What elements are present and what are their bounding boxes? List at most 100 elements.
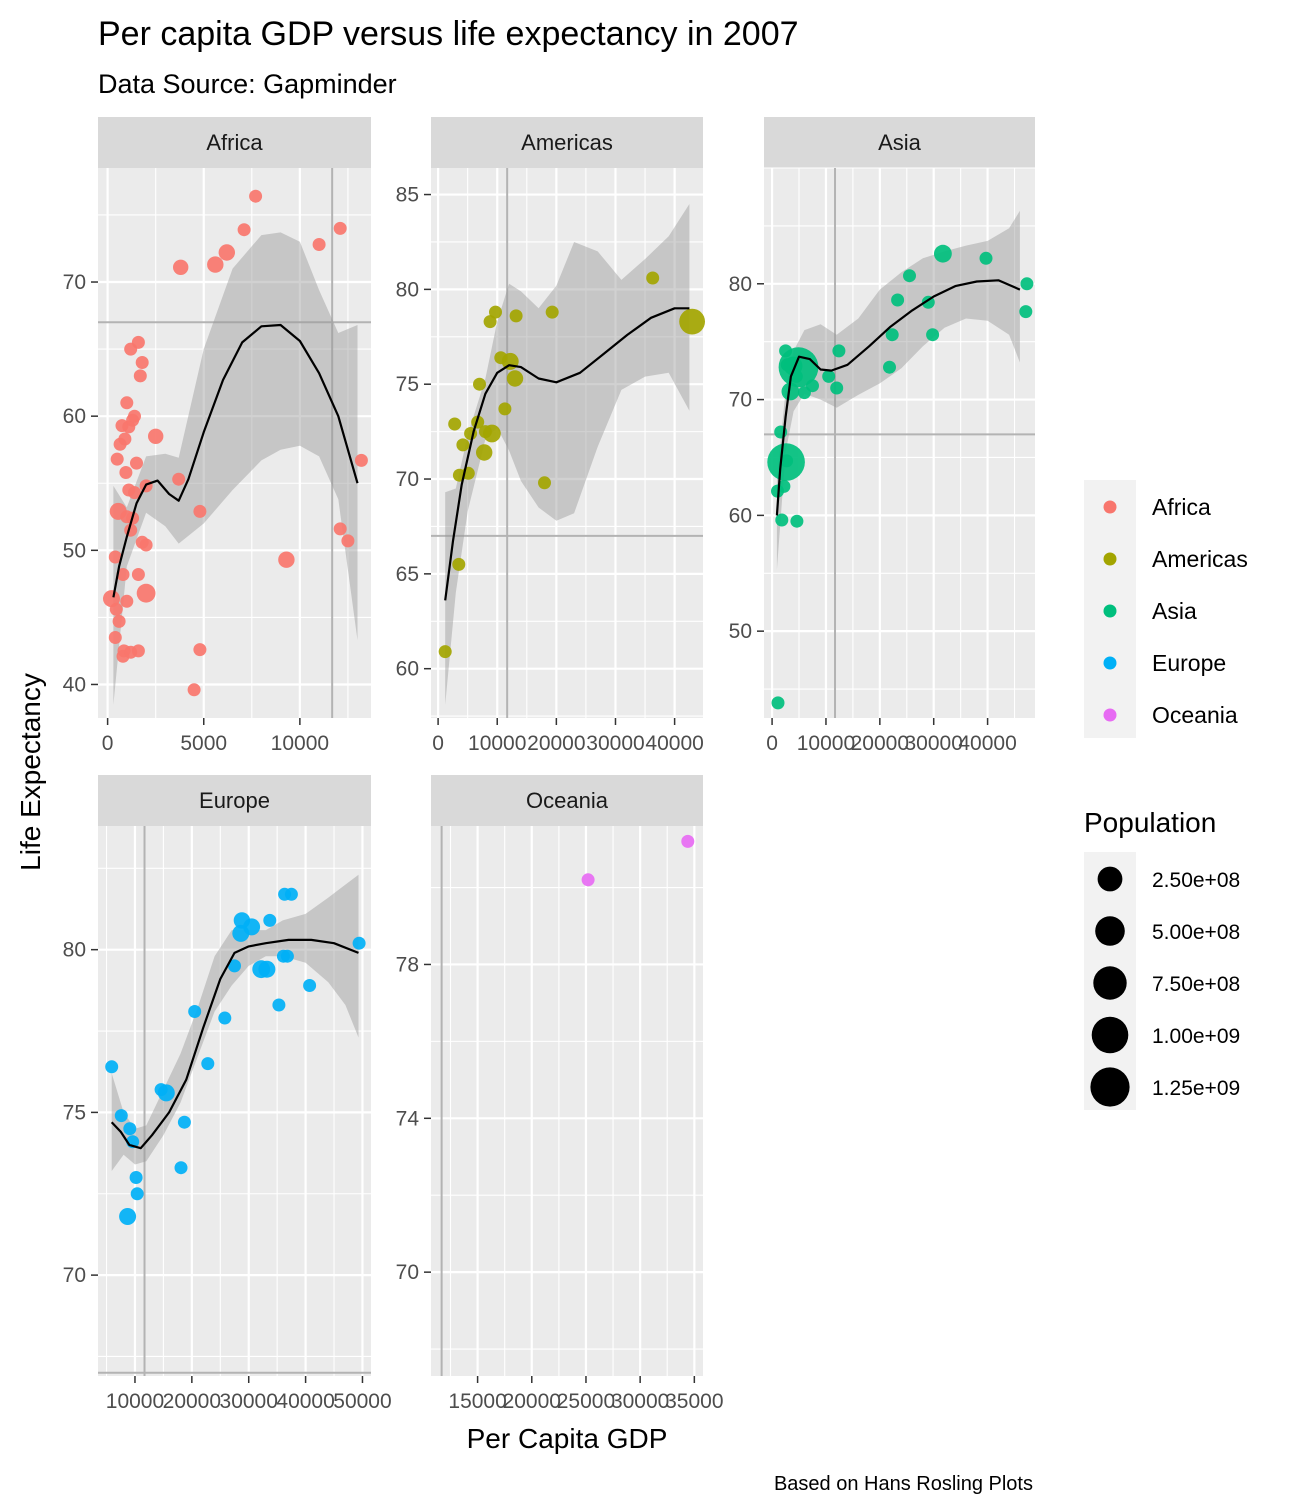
data-point — [646, 271, 660, 285]
data-point — [110, 452, 124, 466]
chart-caption: Based on Hans Rosling Plots — [774, 1473, 1033, 1495]
gridlines — [431, 168, 703, 718]
data-point — [775, 513, 789, 527]
smooth-line — [112, 323, 359, 598]
data-point — [243, 918, 261, 936]
legend-label: 1.25e+09 — [1152, 1077, 1240, 1100]
data-point — [679, 308, 705, 335]
data-point — [120, 594, 134, 608]
data-point — [354, 453, 368, 467]
data-point — [133, 369, 147, 383]
data-point — [135, 356, 149, 369]
data-points — [767, 244, 1034, 710]
y-tick-label: 75 — [63, 1101, 86, 1124]
data-point — [237, 223, 251, 237]
data-point — [341, 534, 355, 548]
facet-strip-label: Asia — [878, 130, 922, 155]
y-tick-label: 70 — [396, 1261, 419, 1284]
data-point — [157, 1084, 175, 1102]
data-point — [119, 1208, 137, 1225]
data-point — [187, 683, 201, 697]
smooth-line — [110, 938, 359, 1150]
legend-size-key — [1097, 866, 1123, 892]
data-point — [119, 466, 133, 479]
smooth-line — [444, 307, 690, 601]
data-point — [934, 244, 952, 263]
data-point — [172, 472, 186, 486]
facet-strip — [431, 775, 703, 826]
data-point — [778, 347, 819, 388]
data-point — [193, 643, 207, 657]
data-point — [148, 428, 164, 444]
smooth-line — [775, 279, 1021, 516]
data-point — [790, 514, 804, 528]
facet-africa: Africa 0 5000 10000 40 50 60 70 — [63, 117, 371, 755]
facet-strip — [764, 117, 1035, 168]
data-point — [174, 1161, 188, 1175]
legend-key-africa — [1103, 500, 1117, 514]
legend-label: Europe — [1152, 650, 1226, 676]
x-tick-label: 25000 — [557, 1390, 615, 1413]
y-tick-label: 50 — [63, 539, 86, 562]
y-tick-label: 70 — [63, 271, 86, 294]
data-point — [312, 238, 326, 251]
data-point — [979, 251, 993, 265]
y-tick-label: 60 — [63, 405, 86, 428]
data-point — [109, 602, 123, 616]
x-tick-label: 20000 — [163, 1390, 221, 1413]
x-tick-label: 30000 — [611, 1390, 669, 1413]
data-point — [228, 959, 241, 973]
y-tick-label: 70 — [63, 1264, 86, 1287]
data-point — [891, 293, 905, 307]
data-point — [1020, 277, 1034, 291]
data-point — [777, 479, 791, 493]
panel-background — [431, 168, 703, 718]
data-point — [131, 644, 145, 658]
y-tick-label: 70 — [729, 389, 752, 412]
legend-population: Population 2.50e+08 5.00e+08 7.50e+08 1.00e+… — [1084, 807, 1240, 1110]
x-tick-label: 5000 — [180, 732, 227, 755]
data-point — [1019, 305, 1033, 319]
x-tick-label: 10000 — [468, 732, 526, 755]
x-tick-label: 15000 — [448, 1390, 506, 1413]
legend-title: Population — [1084, 807, 1216, 838]
data-point — [506, 370, 524, 387]
data-point — [509, 309, 523, 323]
data-point — [885, 328, 899, 342]
smooth-confidence-band — [445, 204, 690, 705]
y-tick-label: 85 — [396, 184, 419, 207]
legend-label: Oceania — [1152, 702, 1238, 728]
facet-strip-label: Oceania — [526, 788, 609, 813]
panel-background — [431, 826, 703, 1376]
x-tick-label: 30000 — [220, 1390, 278, 1413]
x-axis-title: Per Capita GDP — [467, 1423, 668, 1454]
data-point — [781, 382, 800, 401]
chart-subtitle: Data Source: Gapminder — [98, 69, 397, 99]
data-point — [806, 379, 819, 393]
axes: 0 10000 20000 30000 40000 60 65 70 75 80 85 — [396, 184, 704, 755]
facet-strip-label: Americas — [521, 130, 613, 155]
x-tick-label: 10000 — [271, 732, 329, 755]
x-tick-label: 40000 — [276, 1390, 334, 1413]
legend-label: Americas — [1152, 546, 1248, 572]
legend-label: Asia — [1152, 598, 1197, 624]
data-point — [129, 1171, 143, 1184]
data-point — [771, 696, 785, 710]
x-tick-label: 50000 — [333, 1390, 391, 1413]
x-tick-label: 20000 — [503, 1390, 561, 1413]
gridlines — [431, 826, 703, 1376]
data-point — [278, 551, 295, 568]
data-point — [473, 377, 486, 391]
data-point — [830, 381, 844, 395]
data-point — [139, 538, 153, 552]
data-point — [116, 568, 130, 581]
data-point — [193, 504, 207, 518]
x-tick-label: 10000 — [106, 1390, 164, 1413]
data-point — [130, 456, 143, 470]
y-tick-label: 78 — [396, 953, 419, 976]
